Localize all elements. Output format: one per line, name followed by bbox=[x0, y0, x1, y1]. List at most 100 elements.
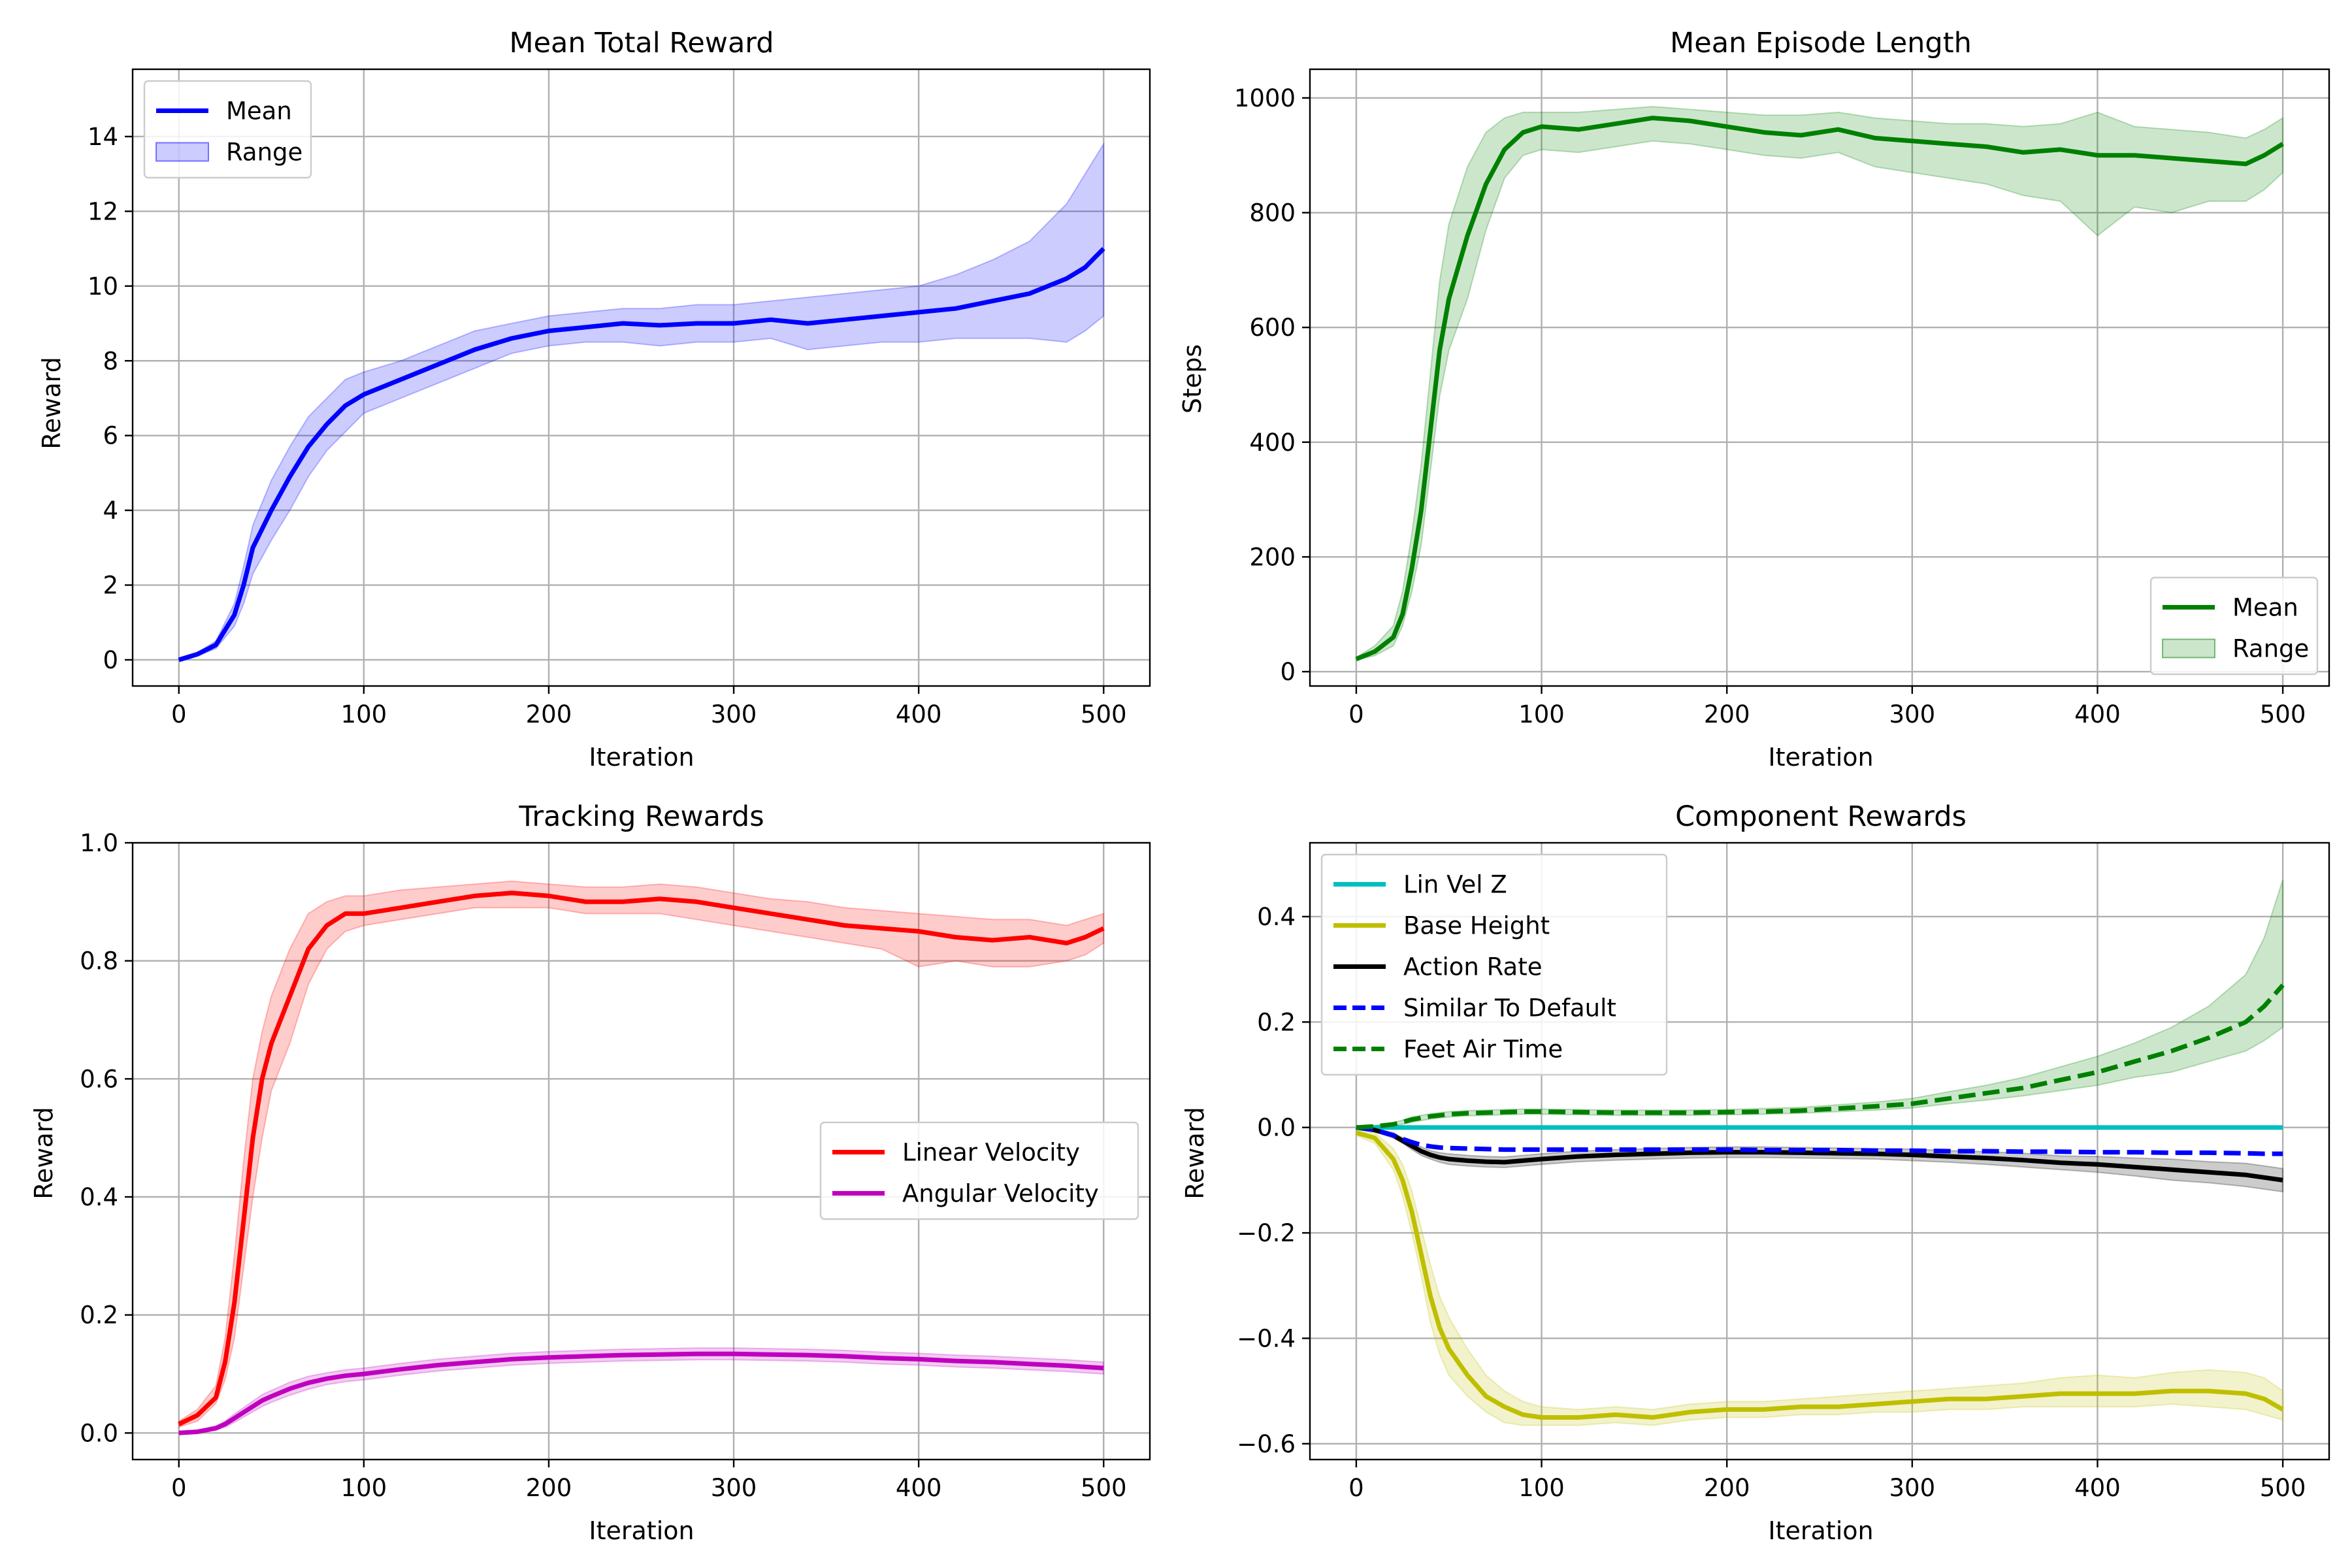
legend-box bbox=[819, 1121, 1139, 1220]
plot-data bbox=[178, 141, 1105, 662]
x-tick-label: 400 bbox=[2074, 700, 2121, 728]
x-tick-label: 300 bbox=[711, 700, 757, 728]
plot-data bbox=[1355, 879, 2285, 1426]
y-tick-label: 14 bbox=[88, 123, 118, 151]
legend-label: Range bbox=[2232, 635, 2309, 663]
x-axis-label: Iteration bbox=[589, 743, 694, 772]
series-band-feet-air-time bbox=[1356, 879, 2284, 1128]
x-axis-label: Iteration bbox=[589, 1516, 694, 1545]
legend-box bbox=[2149, 576, 2319, 676]
legend-label: Base Height bbox=[1403, 912, 1550, 940]
y-axis-label: Reward bbox=[1181, 1107, 1209, 1200]
x-axis-label: Iteration bbox=[1768, 1516, 1873, 1545]
x-tick-label: 300 bbox=[1889, 700, 1936, 728]
legend-label: Angular Velocity bbox=[902, 1180, 1099, 1208]
y-tick-label: 200 bbox=[1249, 543, 1296, 571]
series-line-base-height bbox=[1355, 1130, 2284, 1420]
x-axis-label: Iteration bbox=[1768, 743, 1873, 772]
y-tick-label: −0.4 bbox=[1237, 1324, 1296, 1352]
chart-title: Mean Episode Length bbox=[1670, 27, 1972, 59]
legend-label: Mean bbox=[2232, 594, 2298, 622]
x-tick-label: 500 bbox=[2260, 700, 2306, 728]
legend: Mean Range bbox=[2149, 576, 2319, 676]
series-band-base-height bbox=[1355, 1129, 2284, 1426]
axes-frame bbox=[131, 841, 1151, 1461]
series-band-mean bbox=[1355, 106, 2284, 661]
legend-label: Lin Vel Z bbox=[1403, 871, 1507, 899]
y-tick-label: 0.0 bbox=[80, 1419, 118, 1447]
x-tick-label: 400 bbox=[2074, 1474, 2121, 1502]
legend: Linear Velocity Angular Velocity bbox=[819, 1121, 1139, 1220]
x-tick-label: 400 bbox=[896, 1474, 942, 1502]
x-tick-label: 200 bbox=[526, 700, 572, 728]
legend-label: Linear Velocity bbox=[902, 1139, 1080, 1167]
series-band-linear-velocity bbox=[178, 880, 1105, 1428]
x-tick-label: 0 bbox=[1348, 1474, 1364, 1502]
y-tick-label: 0.0 bbox=[1257, 1114, 1296, 1142]
legend-label: Action Rate bbox=[1403, 953, 1542, 981]
y-tick-label: 0 bbox=[1280, 658, 1296, 686]
axes-frame bbox=[1309, 841, 2330, 1461]
chart-title: Mean Total Reward bbox=[509, 27, 774, 59]
y-tick-label: 0.4 bbox=[1257, 903, 1296, 931]
x-tick-label: 0 bbox=[171, 1474, 187, 1502]
y-axis-label: Reward bbox=[29, 1107, 58, 1200]
series-line-mean bbox=[178, 247, 1105, 662]
plot-data bbox=[178, 880, 1105, 1435]
axes-frame bbox=[131, 68, 1151, 687]
chart-title: Component Rewards bbox=[1675, 800, 1967, 833]
legend-label: Mean bbox=[226, 97, 292, 125]
x-tick-label: 100 bbox=[1518, 700, 1565, 728]
legend-label: Feet Air Time bbox=[1403, 1036, 1563, 1064]
y-tick-label: 800 bbox=[1249, 199, 1296, 227]
x-tick-label: 200 bbox=[1704, 1474, 1750, 1502]
x-tick-label: 200 bbox=[1704, 700, 1750, 728]
y-tick-label: 0.2 bbox=[1257, 1008, 1296, 1036]
panel-component-rewards: Component Rewards Iteration Reward 0 100 2… bbox=[1181, 800, 2330, 1545]
x-tick-label: 0 bbox=[1348, 700, 1364, 728]
y-tick-label: −0.2 bbox=[1237, 1219, 1296, 1247]
x-tick-label: 100 bbox=[341, 1474, 387, 1502]
y-tick-label: 600 bbox=[1249, 314, 1296, 342]
x-tick-label: 200 bbox=[526, 1474, 572, 1502]
panel-tracking-rewards: Tracking Rewards Iteration Reward 0 100 20… bbox=[29, 800, 1151, 1545]
x-tick-label: 100 bbox=[1518, 1474, 1565, 1502]
legend-label: Similar To Default bbox=[1403, 994, 1616, 1022]
panel-mean-episode-length: Mean Episode Length Iteration Steps 0 100… bbox=[1178, 27, 2330, 772]
x-tick-label: 500 bbox=[1081, 700, 1127, 728]
y-axis-label: Steps bbox=[1178, 344, 1207, 414]
y-tick-label: 0.2 bbox=[80, 1301, 118, 1330]
y-tick-label: 0 bbox=[103, 646, 118, 674]
series-line-linear-velocity bbox=[178, 890, 1105, 1426]
y-tick-label: 8 bbox=[103, 347, 118, 375]
legend: Lin Vel Z Base Height Action Rate Similar T… bbox=[1320, 853, 1668, 1076]
x-tick-label: 500 bbox=[1081, 1474, 1127, 1502]
series-line-similar-to-default bbox=[1356, 1125, 2283, 1156]
series-line-mean bbox=[1355, 116, 2284, 661]
legend-swatch bbox=[2162, 638, 2215, 659]
legend-box bbox=[143, 80, 312, 179]
y-tick-label: 0.6 bbox=[80, 1065, 118, 1093]
series-line-action-rate bbox=[1356, 1125, 2283, 1183]
legend-label: Range bbox=[226, 139, 302, 167]
series-line-feet-air-time bbox=[1356, 983, 2285, 1130]
y-tick-label: 4 bbox=[103, 497, 118, 525]
y-tick-label: −0.6 bbox=[1237, 1430, 1296, 1458]
x-tick-label: 500 bbox=[2260, 1474, 2306, 1502]
y-tick-label: 400 bbox=[1249, 429, 1296, 457]
y-tick-label: 6 bbox=[103, 422, 118, 450]
y-tick-label: 0.4 bbox=[80, 1183, 118, 1211]
x-tick-label: 0 bbox=[171, 700, 187, 728]
axes-frame bbox=[1309, 68, 2330, 687]
y-tick-label: 10 bbox=[88, 272, 118, 301]
series-line-angular-velocity bbox=[178, 1351, 1104, 1435]
series-band-mean bbox=[178, 141, 1105, 661]
y-tick-label: 2 bbox=[103, 572, 118, 600]
y-axis-label: Reward bbox=[37, 357, 66, 449]
panel-mean-total-reward: Mean Total Reward Iteration Reward 0 100 2… bbox=[37, 27, 1151, 772]
x-tick-label: 100 bbox=[341, 700, 387, 728]
y-tick-label: 12 bbox=[88, 197, 118, 225]
legend: Mean Range bbox=[143, 80, 312, 179]
